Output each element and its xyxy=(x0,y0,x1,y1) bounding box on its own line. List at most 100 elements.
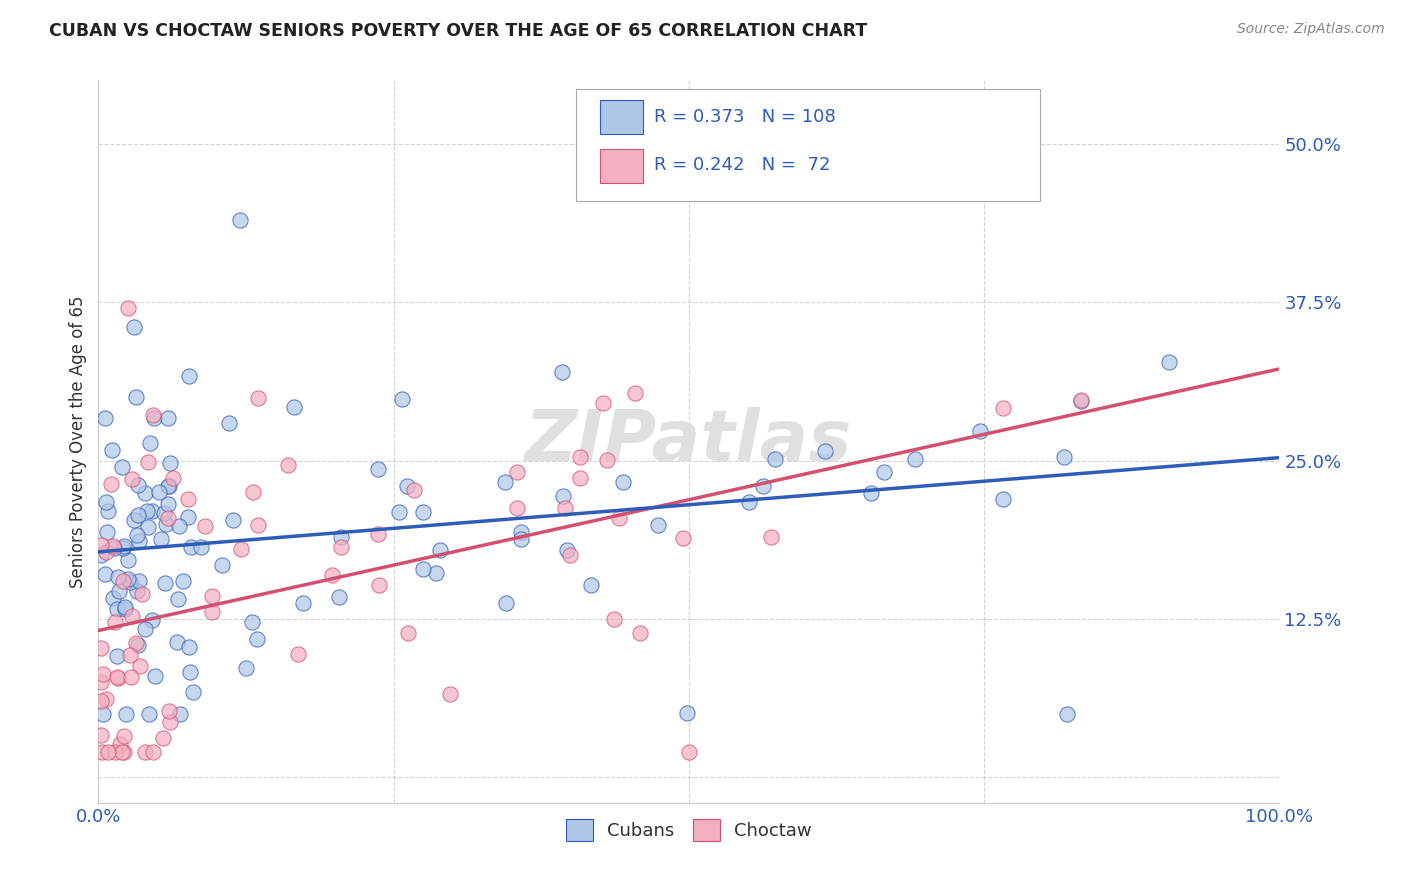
Point xyxy=(412,505,434,519)
Point xyxy=(179,665,201,679)
Point xyxy=(179,640,201,655)
Point xyxy=(179,369,201,384)
Point xyxy=(612,475,634,489)
Point xyxy=(396,479,419,493)
Point xyxy=(592,396,614,410)
Point xyxy=(141,503,163,517)
Point xyxy=(183,685,205,699)
Point xyxy=(112,539,135,553)
Point xyxy=(180,540,202,554)
Point xyxy=(103,539,125,553)
Point xyxy=(993,401,1015,415)
Point xyxy=(156,497,179,511)
Point xyxy=(110,737,132,751)
Text: CUBAN VS CHOCTAW SENIORS POVERTY OVER THE AGE OF 65 CORRELATION CHART: CUBAN VS CHOCTAW SENIORS POVERTY OVER TH… xyxy=(49,22,868,40)
Point xyxy=(136,455,159,469)
Point xyxy=(94,495,117,509)
Point xyxy=(429,542,451,557)
Point xyxy=(211,558,233,572)
Point xyxy=(136,520,159,534)
Point xyxy=(402,483,425,497)
Point xyxy=(396,626,419,640)
Point xyxy=(143,668,166,682)
Point xyxy=(330,530,353,544)
Point xyxy=(1070,393,1092,408)
Point xyxy=(169,519,191,533)
Point xyxy=(134,485,156,500)
Point xyxy=(156,478,179,492)
Point xyxy=(117,553,139,567)
Point xyxy=(439,687,461,701)
Point xyxy=(558,548,581,562)
Point xyxy=(738,495,761,509)
Point xyxy=(1053,450,1076,464)
Point xyxy=(287,647,309,661)
Point xyxy=(131,587,153,601)
Point xyxy=(96,504,118,518)
Point xyxy=(330,541,353,555)
Point xyxy=(1070,392,1092,407)
Point xyxy=(176,491,198,506)
Point xyxy=(860,485,883,500)
Point xyxy=(107,569,129,583)
Point xyxy=(125,636,148,650)
Point xyxy=(103,541,125,555)
Point xyxy=(554,500,576,515)
Point xyxy=(602,612,624,626)
Point xyxy=(678,745,700,759)
Point xyxy=(127,508,149,522)
Point xyxy=(169,707,191,722)
Point xyxy=(969,424,991,438)
Point xyxy=(128,574,150,588)
Point xyxy=(763,452,786,467)
Point xyxy=(283,401,305,415)
Point xyxy=(112,745,135,759)
Point xyxy=(101,591,124,605)
Point xyxy=(122,319,145,334)
Point xyxy=(247,392,270,406)
Point xyxy=(115,707,138,722)
Point xyxy=(229,212,252,227)
Point xyxy=(111,574,134,588)
Point xyxy=(628,626,651,640)
Point xyxy=(277,458,299,472)
Point xyxy=(90,694,112,708)
Point xyxy=(105,601,128,615)
Point xyxy=(100,476,122,491)
Point xyxy=(121,608,143,623)
Point xyxy=(121,472,143,486)
Point xyxy=(129,658,152,673)
Point xyxy=(647,517,669,532)
Point xyxy=(676,706,699,720)
Point xyxy=(90,641,112,656)
Point xyxy=(412,562,434,576)
Point xyxy=(90,745,112,759)
Point xyxy=(991,491,1014,506)
Point xyxy=(134,622,156,636)
Point xyxy=(107,671,129,685)
Point xyxy=(127,639,149,653)
Point xyxy=(134,745,156,759)
Point xyxy=(148,484,170,499)
Point xyxy=(111,745,134,759)
Point xyxy=(112,729,135,743)
Point xyxy=(391,392,413,406)
Point xyxy=(135,504,157,518)
Point xyxy=(141,745,163,759)
Point xyxy=(235,661,257,675)
Point xyxy=(143,410,166,425)
Point xyxy=(190,540,212,554)
Point xyxy=(153,506,176,520)
Point xyxy=(159,456,181,470)
Point xyxy=(246,632,269,647)
Point xyxy=(97,745,120,759)
Point xyxy=(157,704,180,718)
Point xyxy=(607,511,630,525)
Point xyxy=(94,544,117,558)
Point xyxy=(157,510,180,524)
Point xyxy=(127,583,149,598)
Point xyxy=(506,465,529,479)
Point xyxy=(104,615,127,630)
Point xyxy=(569,471,592,485)
Point xyxy=(595,453,617,467)
